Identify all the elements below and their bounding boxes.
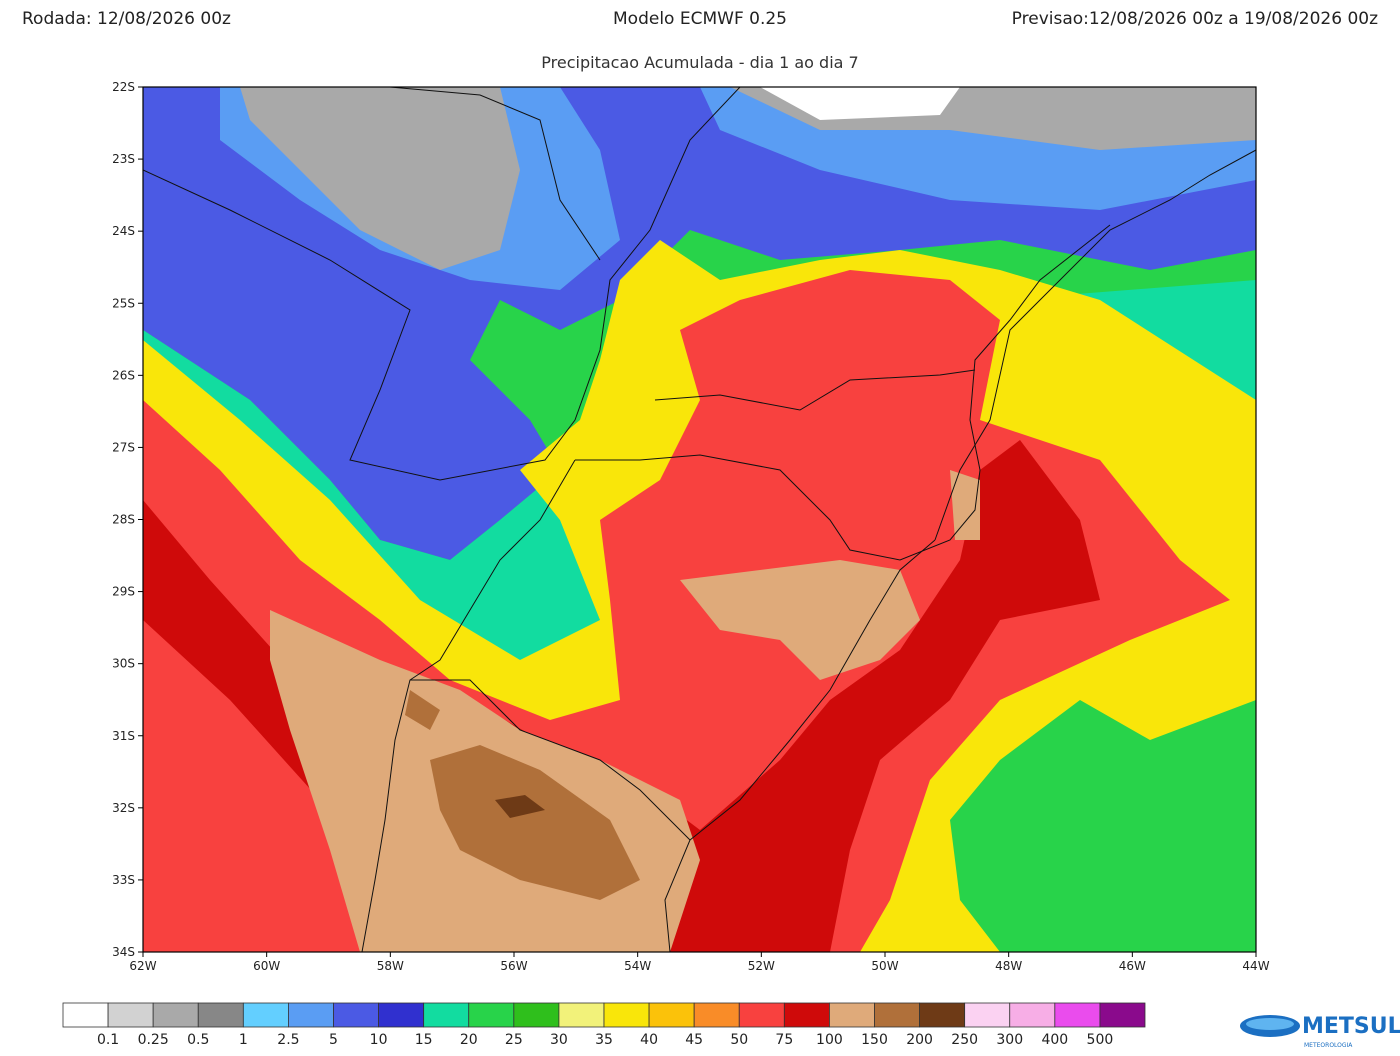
lat-label: 29S <box>112 585 135 599</box>
colorbar-label: 0.1 <box>97 1032 119 1048</box>
colorbar-box <box>919 1002 966 1028</box>
lon-label: 52W <box>748 959 775 973</box>
precip-field <box>143 87 1256 952</box>
colorbar-label: 0.5 <box>187 1032 209 1048</box>
colorbar-box <box>648 1002 695 1028</box>
forecast-label: Previsao:12/08/2026 00z a 19/08/2026 00z <box>1012 9 1378 29</box>
colorbar-label: 50 <box>730 1032 748 1048</box>
colorbar-box <box>513 1002 560 1028</box>
colorbar-box <box>603 1002 650 1028</box>
colorbar-label: 150 <box>861 1032 888 1048</box>
colorbar-label: 25 <box>505 1032 523 1048</box>
colorbar-label: 300 <box>996 1032 1023 1048</box>
lon-label: 48W <box>995 959 1022 973</box>
colorbar-label: 15 <box>415 1032 433 1048</box>
colorbar-label: 250 <box>951 1032 978 1048</box>
colorbar-box <box>423 1002 470 1028</box>
precip-area <box>760 87 960 120</box>
lat-label: 28S <box>112 513 135 527</box>
colorbar-label: 500 <box>1087 1032 1114 1048</box>
colorbar-label: 0.25 <box>138 1032 169 1048</box>
colorbar-box <box>62 1002 109 1028</box>
colorbar-box <box>1054 1002 1101 1028</box>
colorbar-box <box>738 1002 785 1028</box>
colorbar-label: 2.5 <box>277 1032 299 1048</box>
colorbar-label: 35 <box>595 1032 613 1048</box>
lon-label: 56W <box>500 959 527 973</box>
lat-label: 31S <box>112 729 135 743</box>
lat-label: 34S <box>112 945 135 959</box>
subtitle: Precipitacao Acumulada - dia 1 ao dia 7 <box>541 53 858 72</box>
lon-label: 54W <box>624 959 651 973</box>
colorbar-box <box>333 1002 379 1028</box>
lon-label: 44W <box>1242 959 1269 973</box>
colorbar-box <box>829 1002 875 1028</box>
colorbar-label: 40 <box>640 1032 658 1048</box>
colorbar-box <box>783 1002 830 1028</box>
lat-label: 24S <box>112 224 135 238</box>
logo-globe-shine <box>1246 1018 1294 1030</box>
lon-label: 46W <box>1119 959 1146 973</box>
colorbar-box <box>242 1002 289 1028</box>
lon-label: 58W <box>377 959 404 973</box>
colorbar-label: 400 <box>1041 1032 1068 1048</box>
colorbar-label: 30 <box>550 1032 568 1048</box>
colorbar-label: 45 <box>685 1032 703 1048</box>
precip-area <box>240 87 1256 270</box>
colorbar-box <box>197 1002 244 1028</box>
lat-label: 30S <box>112 657 135 671</box>
colorbar-box <box>1099 1002 1146 1028</box>
colorbar-label: 200 <box>906 1032 933 1048</box>
precip-area <box>495 795 545 818</box>
colorbar-label: 100 <box>816 1032 843 1048</box>
lat-label: 23S <box>112 152 135 166</box>
precip-area <box>270 470 980 952</box>
colorbar-box <box>288 1002 334 1028</box>
run-label: Rodada: 12/08/2026 00z <box>22 9 231 29</box>
lat-label: 26S <box>112 368 135 382</box>
colorbar-box <box>1009 1002 1056 1028</box>
logo-name: METSUL <box>1302 1014 1400 1039</box>
lon-label: 60W <box>253 959 280 973</box>
colorbar-label: 20 <box>460 1032 478 1048</box>
logo-tagline: METEOROLOGIA <box>1304 1042 1353 1049</box>
lat-label: 22S <box>112 80 135 94</box>
colorbar-box <box>964 1002 1011 1028</box>
colorbar-box <box>378 1002 425 1028</box>
lat-label: 25S <box>112 296 135 310</box>
lat-label: 33S <box>112 873 135 887</box>
colorbar-label: 75 <box>775 1032 793 1048</box>
colorbar-box <box>107 1002 154 1028</box>
lon-label: 62W <box>129 959 156 973</box>
colorbar-box <box>874 1002 920 1028</box>
precip-area <box>405 690 640 900</box>
colorbar-box <box>152 1002 199 1028</box>
colorbar-box <box>693 1002 740 1028</box>
lon-label: 50W <box>871 959 898 973</box>
lat-label: 32S <box>112 801 135 815</box>
lat-label: 27S <box>112 440 135 454</box>
borders <box>143 87 1256 952</box>
model-label: Modelo ECMWF 0.25 <box>613 9 787 29</box>
colorbar-label: 10 <box>370 1032 388 1048</box>
logo: METSUL METEOROLOGIA <box>1240 1014 1400 1049</box>
colorbar-label: 5 <box>329 1032 338 1048</box>
colorbar-box <box>468 1002 515 1028</box>
colorbar-label: 1 <box>239 1032 248 1048</box>
colorbar-box <box>558 1002 605 1028</box>
